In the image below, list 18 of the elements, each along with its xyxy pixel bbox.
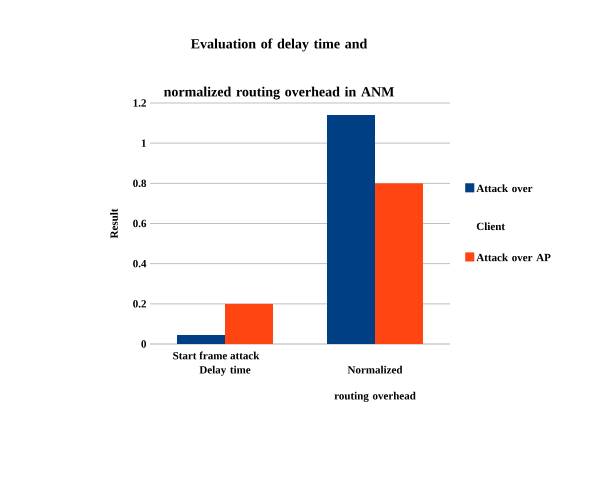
bar xyxy=(327,115,376,344)
text: Attack over Client xyxy=(476,184,532,230)
bar xyxy=(225,304,273,344)
y-tick-label: 0.6 xyxy=(133,220,146,228)
x-axis-title: Start frame attack xyxy=(173,352,260,360)
chart-title: Evaluation of delay time and normalized routing overhead in ANM xyxy=(164,38,394,100)
y-tick-label: 0.2 xyxy=(133,300,146,308)
x-tick-label: Delay time xyxy=(200,366,250,376)
legend-label: Attack over AP xyxy=(476,254,551,262)
y-tick-label: 0.8 xyxy=(133,180,146,188)
y-axis-title: Result xyxy=(110,208,118,238)
y-tick-label: 1 xyxy=(142,140,146,147)
y-tick-label: 0 xyxy=(141,340,146,348)
category-label: Normalized routing overhead xyxy=(334,366,416,402)
bar xyxy=(375,183,423,344)
bar xyxy=(177,334,226,344)
y-tick-label: 0.4 xyxy=(133,260,146,268)
y-tick-label: 1.2 xyxy=(134,99,146,107)
